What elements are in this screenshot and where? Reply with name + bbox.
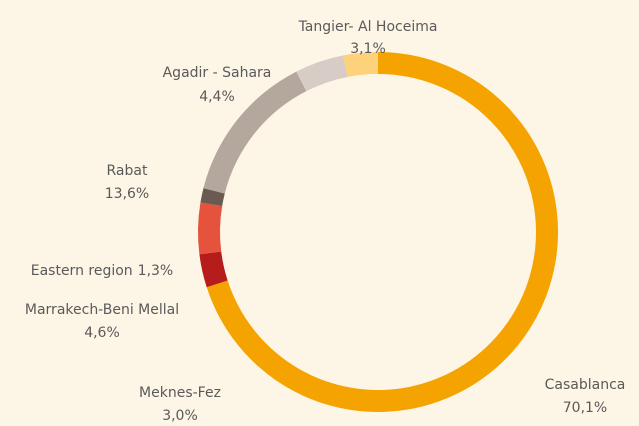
donut-segment <box>200 188 225 207</box>
segment-value: 3,0% <box>162 408 198 424</box>
donut-segment <box>199 251 228 288</box>
segment-value: 70,1% <box>563 400 607 416</box>
segment-name: Meknes-Fez <box>139 385 221 401</box>
segment-value: 1,3% <box>138 263 174 279</box>
donut-segment <box>343 52 378 77</box>
donut-segment <box>203 71 307 194</box>
segment-value: 3,1% <box>350 41 386 57</box>
segment-value: 13,6% <box>105 186 149 202</box>
segment-value: 4,6% <box>84 325 120 341</box>
segment-name: Eastern region <box>31 263 133 279</box>
segment-name: Tangier- Al Hoceima <box>298 19 438 35</box>
donut-segment <box>197 202 223 255</box>
segment-name: Marrakech-Beni Mellal <box>25 302 179 318</box>
segment-label: Eastern region 1,3% <box>31 263 174 279</box>
segment-name: Casablanca <box>545 377 626 393</box>
segment-name: Rabat <box>107 163 148 179</box>
segment-name: Agadir - Sahara <box>163 65 272 81</box>
donut-segment <box>296 55 348 92</box>
segment-value: 4,4% <box>199 89 235 105</box>
